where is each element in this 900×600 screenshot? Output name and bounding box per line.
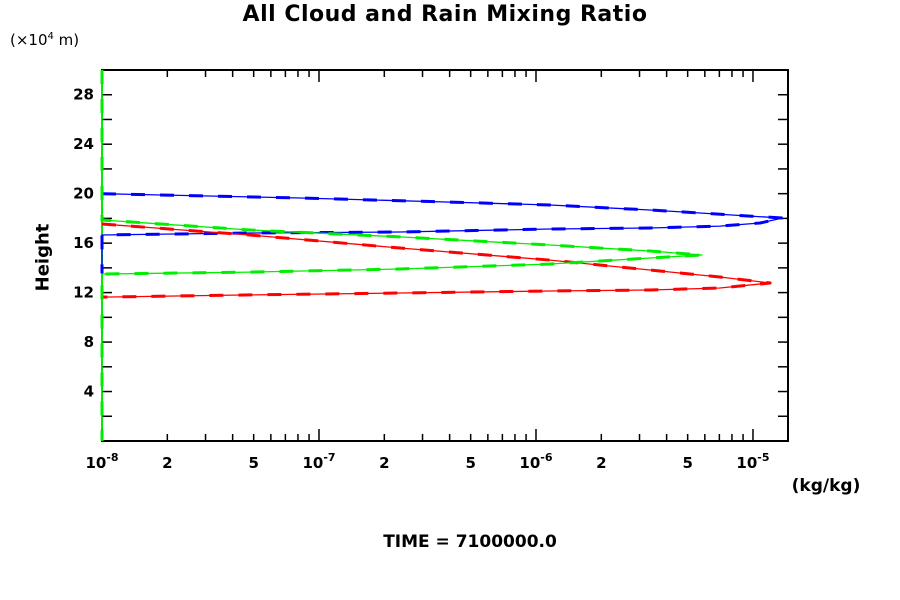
- red-curve-base: [101, 223, 771, 298]
- time-label: TIME = 7100000.0: [383, 532, 557, 552]
- y-tick-label: 24: [73, 135, 94, 153]
- y-tick-label: 16: [73, 234, 94, 252]
- green-curve-base: [101, 70, 703, 441]
- y-unit-exponent: 4: [47, 31, 54, 42]
- x-tick-label: 5: [682, 454, 692, 472]
- x-tick-label: 10-5: [736, 451, 769, 472]
- x-tick-label: 5: [465, 454, 475, 472]
- y-tick-label: 20: [73, 185, 94, 203]
- x-tick-label: 5: [248, 454, 258, 472]
- x-tick-label: 2: [379, 454, 389, 472]
- y-tick-label: 12: [73, 284, 94, 302]
- x-tick-label: 10-7: [302, 451, 335, 472]
- y-unit-suffix: m): [53, 31, 80, 49]
- red-curve: [101, 222, 772, 299]
- y-tick-label: 28: [73, 86, 94, 104]
- green-curve: [100, 70, 704, 441]
- x-tick-label: 10-6: [519, 451, 552, 472]
- x-tick-label: 10-8: [85, 451, 118, 472]
- chart-title: All Cloud and Rain Mixing Ratio: [242, 2, 648, 27]
- blue-curve: [100, 192, 785, 274]
- y-axis-unit-label: (×104 m): [10, 31, 79, 49]
- x-axis-unit-label: (kg/kg): [791, 476, 861, 496]
- y-tick-label: 4: [84, 383, 94, 401]
- x-tick-label: 2: [596, 454, 606, 472]
- x-tick-label: 2: [162, 454, 172, 472]
- y-unit-prefix: (×10: [10, 31, 48, 49]
- y-tick-label: 8: [84, 333, 94, 351]
